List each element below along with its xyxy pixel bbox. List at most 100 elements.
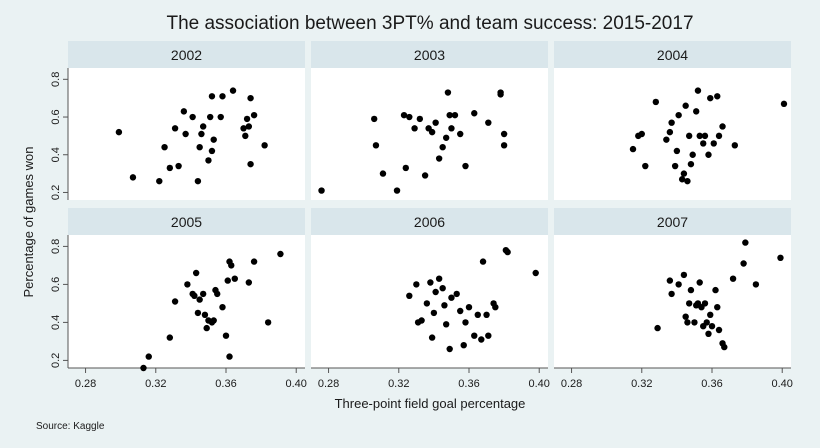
panel-strip	[68, 208, 305, 235]
data-point	[413, 281, 420, 288]
data-point	[444, 89, 452, 96]
data-point	[671, 162, 679, 170]
data-point	[668, 119, 675, 126]
panel-plot-area	[311, 235, 548, 368]
data-point	[400, 111, 408, 119]
data-point	[166, 334, 174, 341]
data-point	[411, 125, 418, 132]
panel-strip	[554, 208, 791, 235]
data-point	[250, 111, 258, 119]
data-point	[203, 324, 210, 332]
data-point	[715, 326, 723, 334]
data-point	[196, 144, 203, 151]
data-point	[427, 279, 434, 286]
data-point	[492, 304, 499, 311]
panel-plot-area	[68, 235, 305, 368]
data-point	[406, 292, 413, 299]
data-point	[441, 302, 448, 309]
y-tick-label: 0.6	[50, 109, 62, 124]
data-point	[752, 281, 760, 288]
data-point	[684, 319, 691, 326]
data-point	[721, 343, 728, 351]
data-point	[210, 136, 217, 143]
data-point	[277, 250, 284, 258]
data-point	[242, 132, 249, 140]
data-point	[497, 89, 504, 96]
data-point	[428, 128, 436, 136]
data-point	[500, 142, 508, 149]
data-point	[214, 290, 221, 298]
data-point	[742, 239, 749, 246]
y-axis-label: Percentage of games won	[21, 146, 36, 297]
data-point	[446, 111, 453, 119]
data-point	[240, 125, 247, 132]
data-point	[145, 353, 152, 360]
panel-strip	[554, 41, 791, 68]
y-tick-label: 0.4	[50, 147, 62, 162]
data-point	[180, 108, 188, 115]
data-point	[682, 102, 689, 109]
data-point	[222, 332, 230, 339]
data-point	[485, 119, 492, 126]
data-point	[432, 288, 439, 296]
data-point	[675, 111, 682, 119]
data-point	[229, 87, 237, 94]
data-point	[700, 140, 707, 147]
data-point	[115, 128, 123, 136]
data-point	[175, 162, 182, 170]
data-point	[485, 332, 492, 339]
data-point	[224, 277, 231, 284]
data-point	[226, 353, 233, 360]
data-point	[189, 113, 196, 121]
data-point	[194, 177, 202, 185]
data-point	[416, 115, 424, 123]
data-point	[171, 125, 179, 132]
data-point	[442, 134, 450, 141]
data-point	[471, 110, 478, 117]
panel-2003: 2003	[311, 41, 548, 200]
data-point	[710, 140, 717, 147]
y-tick-label: 0.6	[50, 277, 62, 292]
data-point	[682, 313, 689, 320]
data-point	[393, 187, 401, 194]
data-point	[479, 258, 487, 265]
y-tick-label: 0.2	[50, 353, 62, 368]
data-point	[684, 177, 691, 185]
data-point	[247, 94, 254, 102]
panel-label: 2002	[171, 47, 202, 63]
data-point	[478, 336, 485, 343]
data-point	[372, 142, 380, 149]
data-point	[161, 144, 168, 151]
data-point	[471, 332, 478, 339]
data-point	[705, 330, 712, 337]
panel-label: 2005	[171, 214, 202, 230]
data-point	[685, 132, 693, 140]
data-point	[687, 160, 695, 168]
data-point	[701, 132, 709, 140]
data-point	[448, 294, 455, 301]
x-tick-label: 0.32	[145, 378, 166, 390]
data-point	[208, 147, 216, 155]
data-point	[207, 113, 214, 121]
data-point	[687, 286, 695, 294]
data-point	[201, 311, 209, 318]
data-point	[691, 319, 698, 326]
data-point	[654, 324, 661, 332]
data-point	[500, 130, 508, 138]
data-point	[652, 98, 660, 106]
panel-plot-area	[554, 235, 791, 368]
data-point	[483, 311, 490, 318]
data-point	[182, 130, 189, 138]
data-point	[696, 132, 703, 140]
data-point	[629, 145, 637, 153]
data-point	[205, 157, 212, 164]
data-point	[707, 311, 714, 318]
y-tick-label: 0.8	[50, 239, 62, 254]
data-point	[675, 281, 682, 288]
panel-label: 2006	[414, 214, 445, 230]
data-point	[453, 290, 460, 298]
panel-2006: 2006 0.28 0.32 0.36 0.40	[311, 208, 550, 390]
panel-strip	[311, 208, 548, 235]
x-tick-label: 0.28	[75, 378, 96, 390]
data-point	[402, 164, 409, 172]
